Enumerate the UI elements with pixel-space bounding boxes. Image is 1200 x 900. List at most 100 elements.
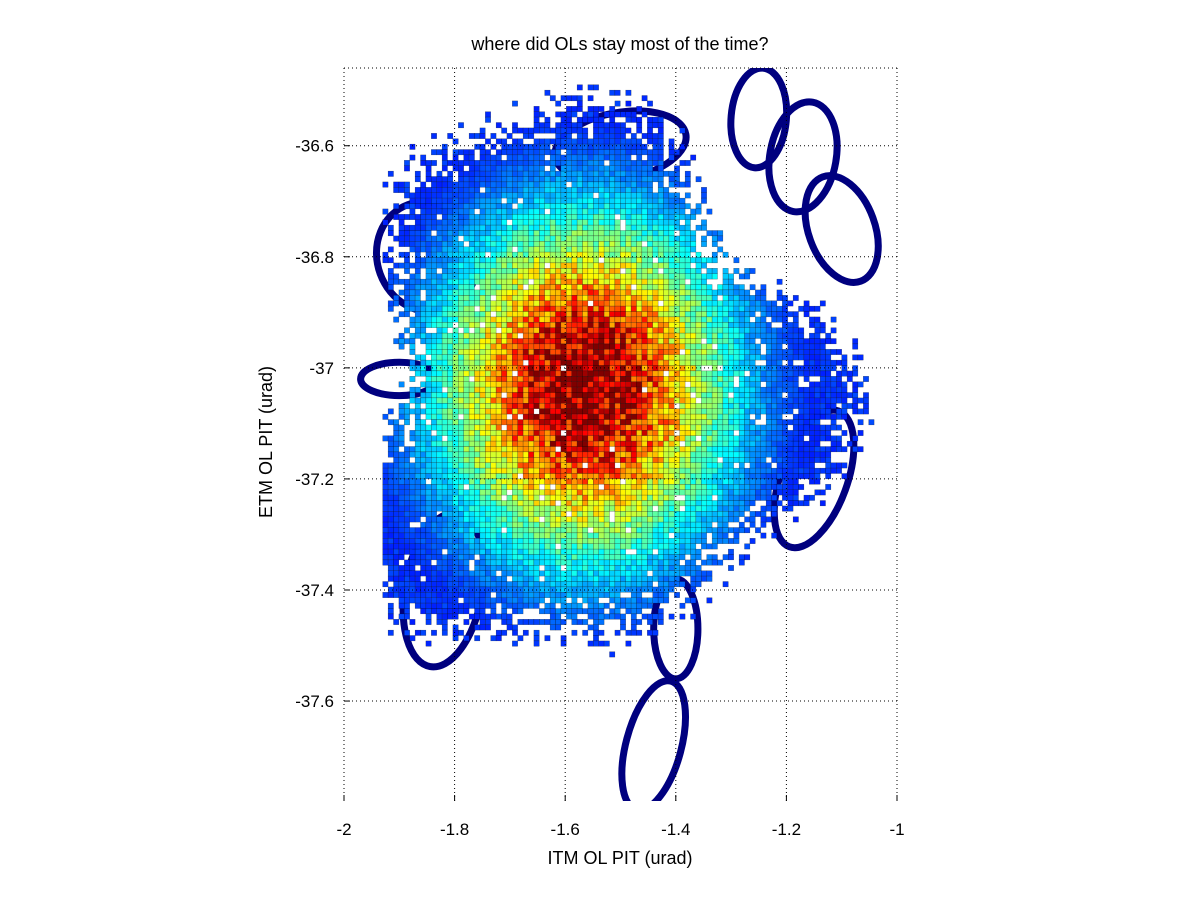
heatmap-cell <box>625 214 632 220</box>
heatmap-cell <box>393 435 400 442</box>
heatmap-cell <box>630 376 637 382</box>
heatmap-cell <box>598 457 605 463</box>
heatmap-cell <box>668 230 675 237</box>
heatmap-cell <box>836 359 842 366</box>
heatmap-cell <box>798 435 805 442</box>
heatmap-cell <box>409 527 416 534</box>
heatmap-cell <box>733 268 740 274</box>
heatmap-cell <box>728 511 734 517</box>
heatmap-cell <box>549 165 556 172</box>
heatmap-cell <box>674 224 680 231</box>
heatmap-cell <box>431 451 437 458</box>
heatmap-cell <box>679 332 686 339</box>
heatmap-cell <box>533 381 540 388</box>
heatmap-cell <box>441 197 448 204</box>
heatmap-cell <box>576 359 583 366</box>
heatmap-cell <box>603 338 610 345</box>
heatmap-cell <box>495 521 502 528</box>
heatmap-cell <box>468 322 475 328</box>
heatmap-cell <box>690 516 697 523</box>
heatmap-cell <box>776 446 783 453</box>
heatmap-cell <box>571 457 578 463</box>
heatmap-cell <box>425 203 432 210</box>
heatmap-cell <box>549 359 556 366</box>
heatmap-cell <box>728 289 734 296</box>
heatmap-cell <box>566 500 572 507</box>
heatmap-cell <box>447 370 454 377</box>
heatmap-cell <box>755 478 761 485</box>
heatmap-cell <box>701 424 707 431</box>
heatmap-cell <box>647 327 653 334</box>
heatmap-cell <box>555 316 562 323</box>
heatmap-cell <box>647 133 653 139</box>
heatmap-cell <box>549 197 556 204</box>
heatmap-cell <box>614 484 621 490</box>
heatmap-cell <box>674 305 680 312</box>
heatmap-cell <box>609 419 616 426</box>
heatmap-cell <box>571 316 578 323</box>
heatmap-cell <box>728 343 734 350</box>
heatmap-cell <box>792 467 799 474</box>
heatmap-cell <box>717 446 724 453</box>
trajectory-loop <box>801 172 882 286</box>
heatmap-cell <box>436 241 443 247</box>
heatmap-cell <box>576 262 583 269</box>
heatmap-cell <box>539 327 545 334</box>
heatmap-cell <box>539 316 545 323</box>
heatmap-cell <box>495 219 502 226</box>
heatmap-cell <box>652 500 659 507</box>
heatmap-cell <box>717 381 724 388</box>
heatmap-cell <box>474 435 481 442</box>
heatmap-cell <box>409 511 416 517</box>
heatmap-cell <box>598 424 605 431</box>
heatmap-cell <box>652 494 659 501</box>
heatmap-cell <box>863 376 869 382</box>
heatmap-cell <box>582 505 589 512</box>
heatmap-cell <box>441 467 448 474</box>
heatmap-cell <box>501 446 508 453</box>
heatmap-cell <box>576 430 583 436</box>
heatmap-cell <box>431 424 437 431</box>
heatmap-cell <box>587 354 594 361</box>
heatmap-cell <box>728 354 734 361</box>
heatmap-cell <box>517 343 524 350</box>
heatmap-cell <box>625 521 632 528</box>
heatmap-cell <box>809 386 815 393</box>
heatmap-cell <box>744 413 751 420</box>
heatmap-cell <box>625 467 632 474</box>
heatmap-cell <box>711 338 718 345</box>
heatmap-cell <box>517 376 524 382</box>
heatmap-cell <box>641 521 648 528</box>
heatmap-cell <box>533 349 540 355</box>
heatmap-cell <box>760 295 767 301</box>
heatmap-cell <box>636 435 643 442</box>
heatmap-cell <box>706 435 713 442</box>
heatmap-cell <box>711 305 718 312</box>
heatmap-cell <box>490 376 497 382</box>
heatmap-cell <box>647 322 653 328</box>
heatmap-cell <box>501 181 508 188</box>
heatmap-cell <box>404 338 410 345</box>
heatmap-cell <box>566 457 572 463</box>
heatmap-cell <box>609 376 616 382</box>
heatmap-cell <box>614 338 621 345</box>
heatmap-cell <box>566 224 572 231</box>
heatmap-cell <box>760 305 767 312</box>
heatmap-cell <box>830 424 837 431</box>
heatmap-cell <box>695 430 702 436</box>
heatmap-cell <box>414 413 421 420</box>
heatmap-cell <box>647 176 653 183</box>
heatmap-cell <box>398 219 405 226</box>
heatmap-cell <box>425 521 432 528</box>
heatmap-cell <box>587 332 594 339</box>
heatmap-cell <box>517 160 524 166</box>
heatmap-cell <box>744 332 751 339</box>
heatmap-cell <box>495 397 502 404</box>
heatmap-cell <box>668 257 675 264</box>
heatmap-cell <box>593 392 599 399</box>
heatmap-cell <box>755 376 761 382</box>
heatmap-cell <box>420 214 427 220</box>
heatmap-cell <box>404 527 410 534</box>
heatmap-cell <box>522 165 529 172</box>
heatmap-cell <box>614 235 621 242</box>
